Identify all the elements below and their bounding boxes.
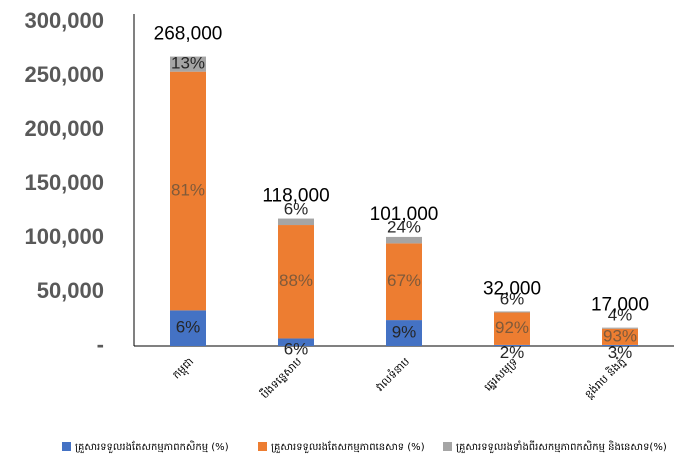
bar-segment	[494, 312, 530, 345]
bar-segment	[170, 71, 206, 311]
legend-swatch	[443, 442, 452, 451]
total-label: 118,000	[262, 186, 329, 207]
segment-label: 13%	[171, 54, 205, 73]
segment-label: 93%	[603, 326, 637, 345]
bar-segment	[170, 56, 206, 72]
bar-segment	[602, 344, 638, 346]
segment-label: 6%	[176, 318, 201, 337]
segment-label: 67%	[387, 271, 421, 290]
bar-segment	[170, 310, 206, 346]
y-tick-label: 200,000	[24, 116, 104, 141]
legend-swatch	[62, 442, 71, 451]
bar-segment	[278, 218, 314, 226]
total-label: 101,000	[370, 204, 439, 225]
y-tick-label: 300,000	[24, 8, 104, 33]
x-tick-label: ខ្ពង់រាប និងភ្នំ	[581, 354, 628, 401]
total-label: 17,000	[591, 295, 649, 316]
segment-label: 6%	[284, 340, 309, 359]
segment-label: 24%	[387, 218, 421, 237]
y-tick-label: -	[97, 332, 104, 357]
bar-segment	[494, 311, 530, 313]
legend-label: គ្រួសារទទួលរងទាំងពីរសកម្មភាពកសិកម្ម និងន…	[456, 440, 667, 454]
segment-label: 88%	[279, 271, 313, 290]
segment-label: 3%	[608, 343, 633, 362]
total-label: 268,000	[154, 24, 223, 45]
segment-label: 81%	[171, 181, 205, 200]
segment-label: 2%	[500, 343, 525, 362]
bar-segment	[386, 243, 422, 321]
x-tick-label: បឹងទន្លេសាប	[257, 354, 304, 401]
legend-swatch	[258, 442, 267, 451]
bar-segment	[278, 225, 314, 339]
segment-label: 4%	[608, 306, 633, 325]
segment-label: 9%	[392, 323, 417, 342]
x-tick-label: កម្ពុជា	[170, 355, 198, 383]
total-label: 32,000	[483, 278, 541, 299]
bar-segment	[278, 338, 314, 346]
y-tick-label: 150,000	[24, 170, 104, 195]
x-tick-label: វាលទំនាប	[373, 354, 413, 394]
bar-segment	[602, 327, 638, 329]
segment-label: 6%	[284, 199, 309, 218]
segment-label: 6%	[500, 289, 525, 308]
bar-segment	[494, 344, 530, 346]
y-tick-label: 100,000	[24, 224, 104, 249]
segment-label: 92%	[495, 318, 529, 337]
bar-segment	[386, 320, 422, 346]
legend-label: គ្រួសារទទួលរងតែសកម្មភាពកសិកម្ម (%)	[75, 440, 229, 454]
bar-segment	[386, 236, 422, 244]
legend-label: គ្រួសារទទួលរងតែសកម្មភាពនេសាទ (%)	[271, 440, 425, 454]
bar-segment	[602, 328, 638, 345]
y-tick-label: 250,000	[24, 62, 104, 87]
y-tick-label: 50,000	[37, 278, 104, 303]
